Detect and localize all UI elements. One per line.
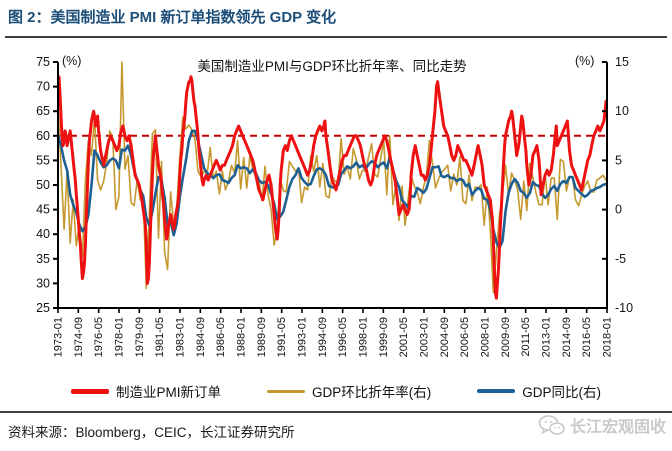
source-note: 资料来源：Bloomberg，CEIC，长江证券研究所 bbox=[8, 425, 295, 440]
svg-text:40: 40 bbox=[36, 227, 50, 241]
chart-legend: 制造业PMI新订单 GDP环比折年率(右) GDP同比(右) bbox=[0, 381, 672, 401]
chart-subtitle: 美国制造业PMI与GDP环比折年率、同比走势 bbox=[197, 59, 467, 74]
svg-text:5: 5 bbox=[615, 153, 622, 167]
svg-text:2011-05: 2011-05 bbox=[520, 317, 532, 357]
top-divider bbox=[5, 36, 667, 38]
svg-text:60: 60 bbox=[36, 129, 50, 143]
svg-text:0: 0 bbox=[615, 203, 622, 217]
svg-text:10: 10 bbox=[615, 104, 629, 118]
svg-text:75: 75 bbox=[36, 55, 50, 69]
series-group bbox=[58, 61, 607, 300]
svg-text:50: 50 bbox=[36, 178, 50, 192]
svg-text:35: 35 bbox=[36, 252, 50, 266]
watermark: 长江宏观固收 bbox=[535, 413, 668, 437]
svg-text:2004-09: 2004-09 bbox=[439, 317, 451, 357]
legend-label: GDP同比(右) bbox=[522, 385, 601, 400]
svg-text:1993-01: 1993-01 bbox=[297, 317, 309, 357]
legend-label: GDP环比折年率(右) bbox=[312, 385, 432, 400]
svg-text:1976-05: 1976-05 bbox=[93, 317, 105, 357]
svg-text:2009-09: 2009-09 bbox=[500, 317, 512, 357]
svg-text:1973-01: 1973-01 bbox=[53, 317, 65, 357]
svg-text:-5: -5 bbox=[615, 252, 626, 266]
svg-text:15: 15 bbox=[615, 55, 629, 69]
left-axis: 75 70 65 60 55 50 45 40 35 30 25 bbox=[36, 55, 59, 315]
svg-text:1994-09: 1994-09 bbox=[317, 317, 329, 357]
svg-text:2008-01: 2008-01 bbox=[480, 317, 492, 357]
legend-swatch-pmi-new-orders bbox=[70, 388, 109, 394]
legend-label: 制造业PMI新订单 bbox=[115, 385, 221, 400]
svg-text:2018-01: 2018-01 bbox=[602, 317, 614, 357]
svg-text:45: 45 bbox=[36, 203, 50, 217]
svg-text:2016-05: 2016-05 bbox=[581, 317, 593, 357]
svg-text:2006-05: 2006-05 bbox=[459, 317, 471, 357]
wechat-icon bbox=[538, 414, 565, 435]
svg-text:2013-01: 2013-01 bbox=[541, 317, 553, 357]
series-pmi-new-orders bbox=[58, 75, 607, 300]
svg-text:30: 30 bbox=[36, 276, 50, 290]
svg-text:1999-09: 1999-09 bbox=[378, 317, 390, 357]
right-axis-unit: (%) bbox=[575, 54, 595, 68]
svg-text:1988-01: 1988-01 bbox=[236, 317, 248, 357]
x-axis: 1973-01 1974-09 1976-05 1978-01 1979-09 1981-… bbox=[53, 307, 614, 357]
svg-text:2001-05: 2001-05 bbox=[398, 317, 410, 357]
svg-text:1983-01: 1983-01 bbox=[175, 317, 187, 357]
pmi-gdp-line-chart: 7570656055504540353025151050-5-101973-01… bbox=[36, 55, 633, 357]
svg-text:70: 70 bbox=[36, 80, 50, 94]
svg-text:1996-05: 1996-05 bbox=[337, 317, 349, 357]
legend-swatch-gdp-yoy bbox=[477, 389, 516, 393]
legend-item-gdp-qoq-annualized: GDP环比折年率(右) bbox=[267, 381, 431, 401]
svg-text:-10: -10 bbox=[615, 301, 633, 315]
svg-text:1978-01: 1978-01 bbox=[114, 317, 126, 357]
legend-swatch-gdp-qoq-annualized bbox=[267, 389, 305, 393]
svg-text:2003-01: 2003-01 bbox=[419, 317, 431, 357]
svg-text:1986-05: 1986-05 bbox=[215, 317, 227, 357]
svg-text:1998-01: 1998-01 bbox=[358, 317, 370, 357]
svg-text:65: 65 bbox=[36, 104, 50, 118]
svg-text:25: 25 bbox=[36, 301, 50, 315]
svg-text:1991-05: 1991-05 bbox=[276, 317, 288, 357]
svg-text:1979-09: 1979-09 bbox=[134, 317, 146, 357]
svg-text:1984-09: 1984-09 bbox=[195, 317, 207, 357]
legend-item-pmi-new-orders: 制造业PMI新订单 bbox=[70, 381, 221, 401]
bottom-divider bbox=[0, 411, 672, 413]
svg-text:1974-09: 1974-09 bbox=[73, 317, 85, 357]
figure-title: 图 2：美国制造业 PMI 新订单指数领先 GDP 变化 bbox=[8, 9, 337, 26]
left-axis-unit: (%) bbox=[62, 54, 82, 68]
svg-text:1981-05: 1981-05 bbox=[154, 317, 166, 357]
svg-text:55: 55 bbox=[36, 153, 50, 167]
right-axis: 15 10 5 0 -5 -10 bbox=[602, 55, 633, 315]
svg-text:2014-09: 2014-09 bbox=[561, 317, 573, 357]
svg-text:1989-09: 1989-09 bbox=[256, 317, 268, 357]
legend-item-gdp-yoy: GDP同比(右) bbox=[477, 381, 601, 401]
watermark-text: 长江宏观固收 bbox=[569, 419, 666, 436]
